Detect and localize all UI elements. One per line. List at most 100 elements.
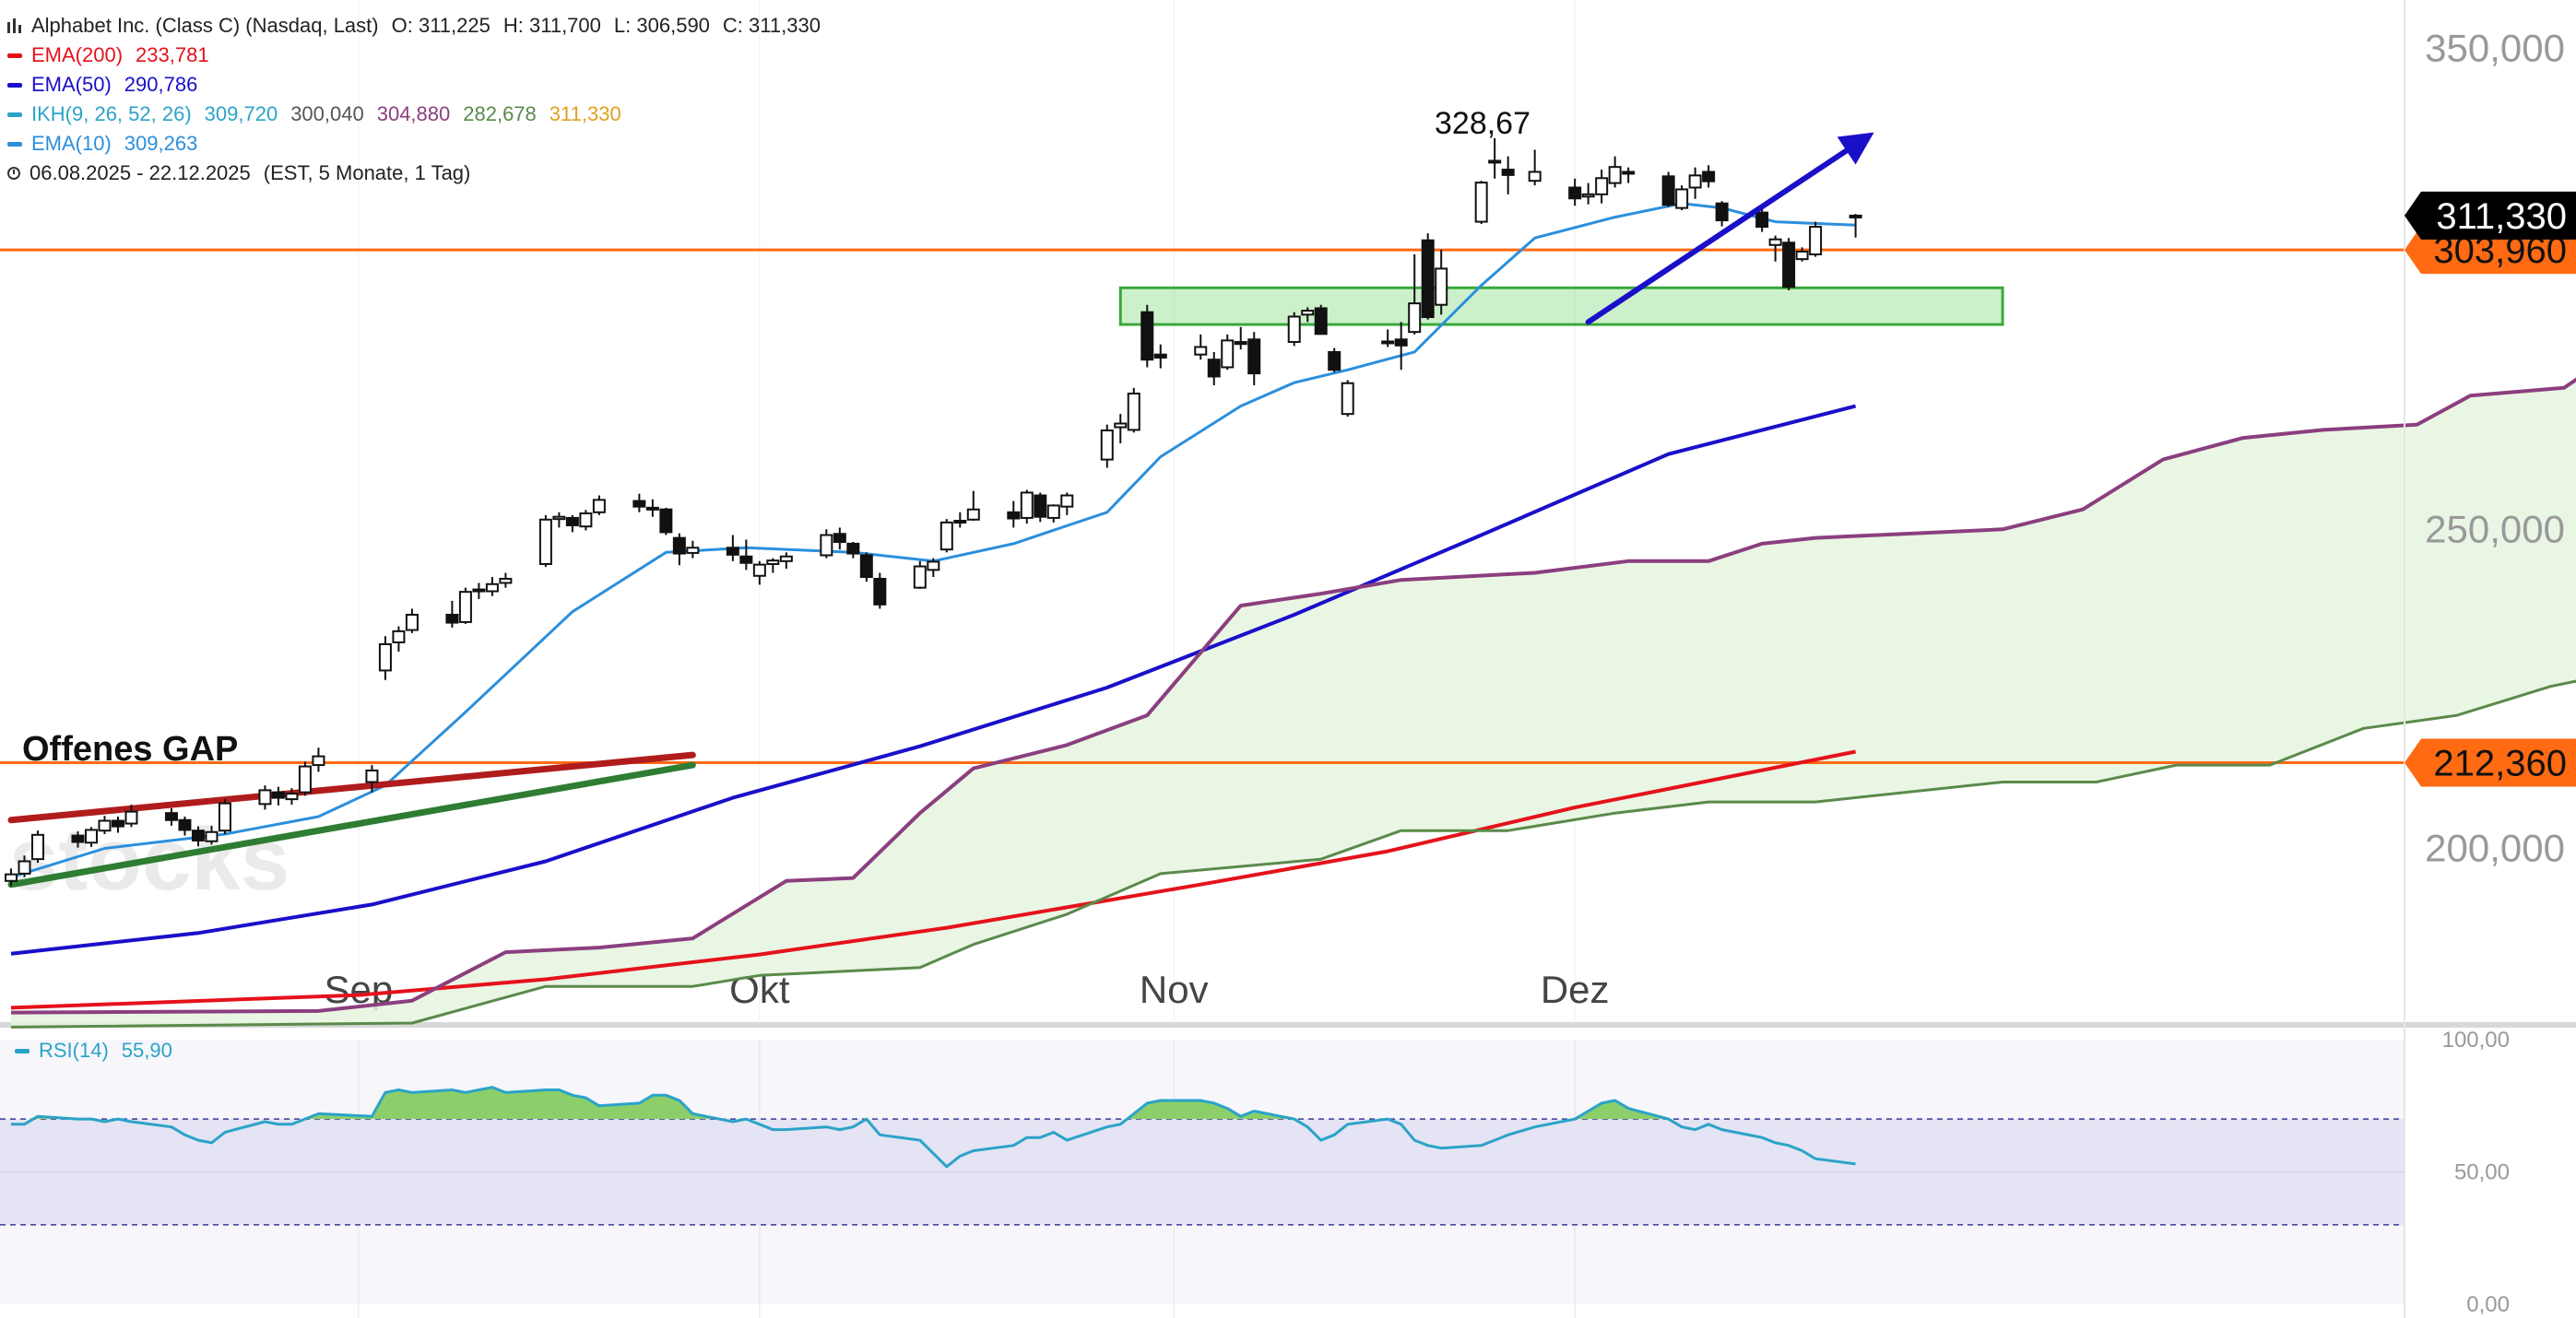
trend-arrow-head[interactable]: [1837, 132, 1874, 165]
candle[interactable]: [111, 816, 124, 833]
candle[interactable]: [1421, 233, 1435, 320]
legend-ema200[interactable]: EMA(200) 233,781: [7, 41, 821, 70]
candle[interactable]: [833, 527, 846, 550]
legend-ema50[interactable]: EMA(50) 290,786: [7, 70, 821, 100]
candle[interactable]: [84, 827, 98, 847]
candle[interactable]: [218, 799, 231, 835]
candle[interactable]: [672, 533, 686, 566]
trend-arrow-shaft[interactable]: [1585, 147, 1849, 325]
candle[interactable]: [766, 558, 780, 573]
candle[interactable]: [5, 868, 18, 887]
rsi-line[interactable]: [11, 1086, 1856, 1169]
price-axis[interactable]: 350,000250,000200,000303,960212,360311,3…: [2404, 0, 2576, 1318]
candle[interactable]: [1474, 181, 1488, 225]
price-line-tag[interactable]: 212,360: [2405, 738, 2576, 787]
candle[interactable]: [1140, 304, 1154, 368]
candle[interactable]: [1153, 344, 1167, 369]
candle[interactable]: [1127, 387, 1140, 433]
candle[interactable]: [820, 529, 833, 559]
candle[interactable]: [739, 539, 753, 571]
candle[interactable]: [312, 747, 325, 772]
candle[interactable]: [1234, 326, 1247, 350]
candle[interactable]: [953, 512, 967, 528]
candle[interactable]: [258, 785, 272, 810]
support-zone[interactable]: [1118, 286, 2004, 326]
candle[interactable]: [645, 499, 659, 517]
candle[interactable]: [1287, 312, 1301, 347]
candle[interactable]: [1768, 235, 1782, 262]
candle[interactable]: [1034, 492, 1047, 523]
candle[interactable]: [752, 560, 766, 585]
candle[interactable]: [71, 830, 85, 848]
candle[interactable]: [552, 512, 566, 528]
candle[interactable]: [178, 816, 192, 836]
candle[interactable]: [1007, 500, 1021, 528]
series-line-ema-50-[interactable]: [10, 404, 1857, 956]
candle[interactable]: [1328, 347, 1341, 373]
candle[interactable]: [30, 830, 44, 864]
candle[interactable]: [191, 826, 205, 847]
candle[interactable]: [939, 519, 953, 553]
candle[interactable]: [538, 514, 552, 568]
candle[interactable]: [1528, 149, 1542, 186]
candle[interactable]: [378, 636, 392, 680]
legend-ema10[interactable]: EMA(10) 309,263: [7, 129, 821, 159]
candle[interactable]: [271, 786, 285, 806]
candle[interactable]: [686, 540, 700, 559]
candle[interactable]: [392, 626, 406, 653]
candle[interactable]: [846, 542, 860, 559]
candle[interactable]: [298, 761, 312, 796]
candle[interactable]: [1207, 351, 1221, 385]
trend-line[interactable]: [7, 761, 696, 888]
candle[interactable]: [1755, 206, 1769, 232]
candle[interactable]: [458, 587, 472, 624]
candle[interactable]: [1341, 380, 1354, 418]
candle[interactable]: [859, 552, 873, 583]
candle[interactable]: [124, 805, 138, 828]
candle[interactable]: [1622, 167, 1636, 183]
candle[interactable]: [1488, 137, 1502, 179]
candle[interactable]: [365, 765, 379, 793]
candle[interactable]: [1100, 424, 1114, 468]
candle[interactable]: [1688, 167, 1702, 199]
candle[interactable]: [98, 816, 112, 835]
candle[interactable]: [1795, 247, 1809, 262]
candle[interactable]: [1702, 165, 1716, 188]
candle[interactable]: [205, 825, 219, 845]
candle[interactable]: [1849, 214, 1862, 238]
candle[interactable]: [565, 514, 579, 533]
series-line-ikh-senkou-b[interactable]: [10, 342, 2576, 1029]
candle[interactable]: [592, 495, 606, 515]
candle[interactable]: [1715, 201, 1729, 227]
candle[interactable]: [445, 600, 459, 628]
candle[interactable]: [1661, 171, 1675, 207]
rsi-legend[interactable]: RSI(14) 55,90: [15, 1039, 172, 1063]
candle[interactable]: [405, 608, 419, 633]
candle[interactable]: [164, 807, 178, 826]
candle[interactable]: [285, 788, 299, 806]
candle[interactable]: [927, 558, 940, 578]
candle[interactable]: [1782, 238, 1796, 290]
candle[interactable]: [1501, 156, 1515, 194]
series-line-ema-200-[interactable]: [10, 749, 1856, 1010]
candle[interactable]: [1608, 156, 1622, 188]
trend-line[interactable]: [7, 751, 696, 824]
candle[interactable]: [1595, 170, 1609, 204]
candle[interactable]: [1314, 304, 1328, 335]
candle[interactable]: [1394, 322, 1408, 371]
candle[interactable]: [779, 552, 793, 570]
candle[interactable]: [1675, 185, 1689, 211]
candle[interactable]: [1381, 329, 1395, 347]
candle[interactable]: [499, 572, 513, 588]
candle[interactable]: [1247, 332, 1261, 385]
series-line-ikh-senkou-a[interactable]: [10, 231, 2576, 1015]
candle[interactable]: [1568, 178, 1582, 206]
candle[interactable]: [1114, 414, 1128, 443]
candle[interactable]: [632, 493, 646, 512]
candle[interactable]: [659, 507, 673, 535]
candle[interactable]: [1020, 489, 1034, 524]
candle[interactable]: [1301, 307, 1315, 323]
candle[interactable]: [1809, 221, 1823, 257]
candle[interactable]: [913, 560, 927, 589]
